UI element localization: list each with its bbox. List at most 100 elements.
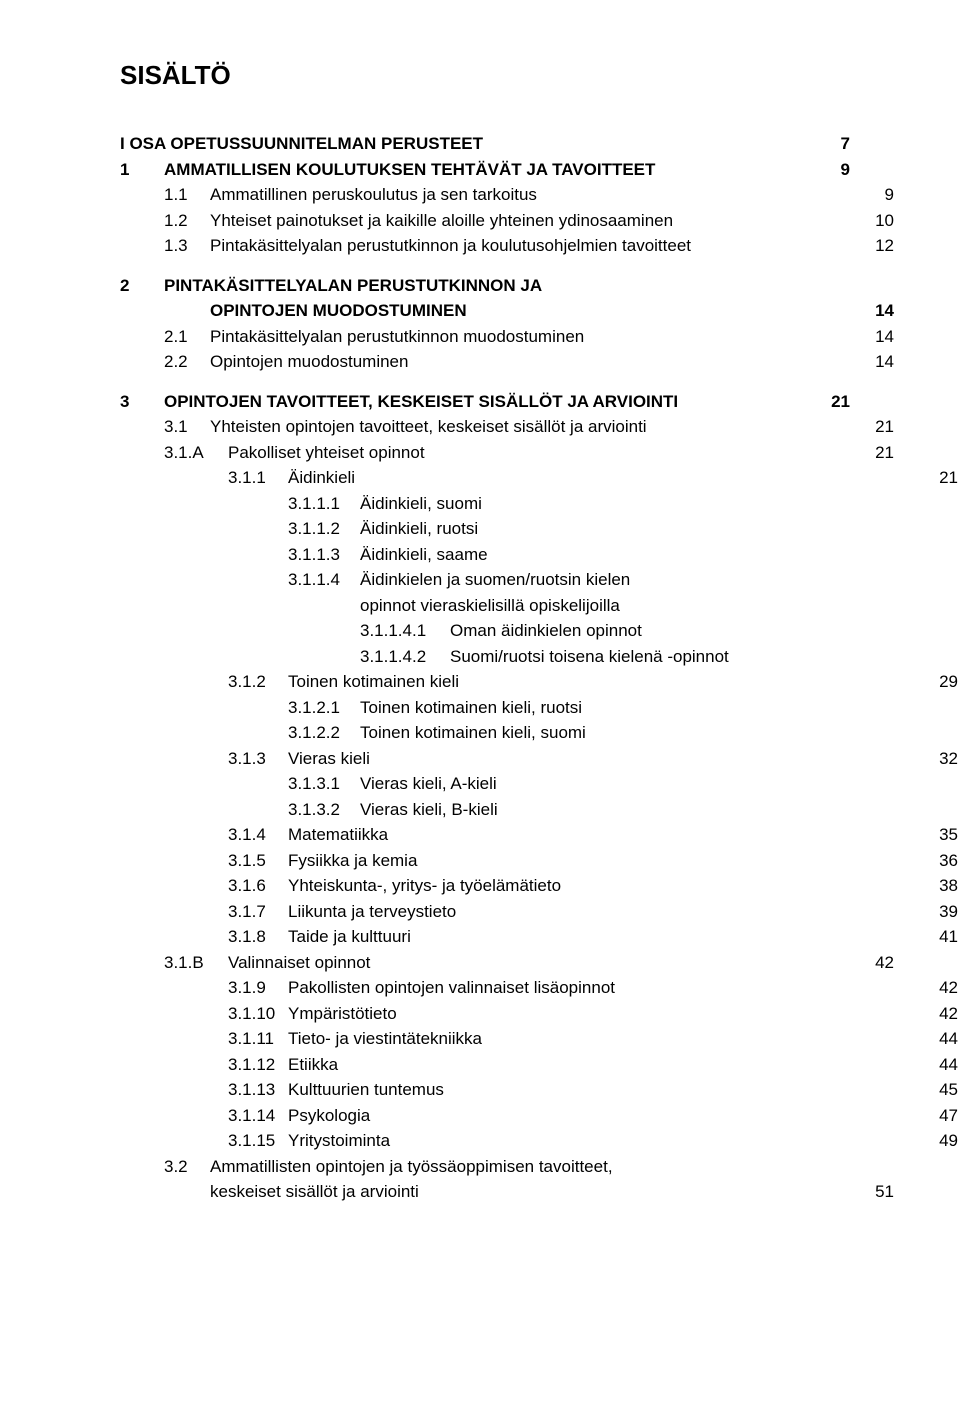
toc-row: 1AMMATILLISEN KOULUTUKSEN TEHTÄVÄT JA TA…	[120, 157, 850, 183]
toc-row: 3.1.2Toinen kotimainen kieli29	[120, 669, 958, 695]
toc-row: keskeiset sisällöt ja arviointi51	[120, 1179, 894, 1205]
toc-page-number: 10	[856, 208, 894, 234]
toc-text: PINTAKÄSITTELYALAN PERUSTUTKINNON JA	[164, 273, 812, 299]
toc-row: 3.1.7Liikunta ja terveystieto39	[120, 899, 958, 925]
toc-page-number: 45	[920, 1077, 958, 1103]
toc-row: 3.1.11Tieto- ja viestintätekniikka44	[120, 1026, 958, 1052]
toc-text: Pintakäsittelyalan perustutkinnon muodos…	[210, 324, 856, 350]
toc-page-number: 21	[812, 389, 850, 415]
toc-text: Ammatillisten opintojen ja työssäoppimis…	[210, 1154, 856, 1180]
toc-row: 1.2Yhteiset painotukset ja kaikille aloi…	[120, 208, 894, 234]
toc-number: 3.1.2.1	[288, 695, 360, 721]
toc-text: Yritystoiminta	[288, 1128, 920, 1154]
toc-page-number: 21	[856, 414, 894, 440]
toc-number: 3.1.2	[228, 669, 288, 695]
toc-row: 3.1.APakolliset yhteiset opinnot21	[120, 440, 894, 466]
toc-page-number: 35	[920, 822, 958, 848]
toc-page-number	[856, 1154, 894, 1180]
toc-text: Äidinkielen ja suomen/ruotsin kielen	[360, 567, 960, 593]
toc-row: 3.1.1.1Äidinkieli, suomi21	[120, 491, 960, 517]
toc-row: 2.1Pintakäsittelyalan perustutkinnon muo…	[120, 324, 894, 350]
toc-number: 3.2	[164, 1154, 210, 1180]
toc-page-number: 49	[920, 1128, 958, 1154]
toc-row: 3.1.BValinnaiset opinnot42	[120, 950, 894, 976]
toc-row: 3.1.1.4.2Suomi/ruotsi toisena kielenä -o…	[120, 644, 960, 670]
toc-number	[164, 298, 210, 324]
toc-page-number: 21	[920, 465, 958, 491]
toc-page-number: 42	[856, 950, 894, 976]
toc-text: AMMATILLISEN KOULUTUKSEN TEHTÄVÄT JA TAV…	[164, 157, 812, 183]
toc-page-number: 9	[856, 182, 894, 208]
toc-page-number: 21	[856, 440, 894, 466]
toc-page-number: 29	[920, 669, 958, 695]
toc-row: 3.1.8Taide ja kulttuuri41	[120, 924, 958, 950]
toc-row: 3.1.3.1Vieras kieli, A-kieli32	[120, 771, 960, 797]
toc-number: 3.1.5	[228, 848, 288, 874]
part-page: 7	[812, 131, 850, 157]
toc-number: 3.1.11	[228, 1026, 288, 1052]
toc-text: Pakollisten opintojen valinnaiset lisäop…	[288, 975, 920, 1001]
toc-number: 3.1.12	[228, 1052, 288, 1078]
toc-number: 3.1.2.2	[288, 720, 360, 746]
toc-text: Kulttuurien tuntemus	[288, 1077, 920, 1103]
toc-row: 3.1.1.3Äidinkieli, saame23	[120, 542, 960, 568]
part-row: I OSA OPETUSSUUNNITELMAN PERUSTEET 7	[120, 131, 850, 157]
toc-number: 3.1.1	[228, 465, 288, 491]
toc-row: 1.1Ammatillinen peruskoulutus ja sen tar…	[120, 182, 894, 208]
toc-text: Toinen kotimainen kieli, suomi	[360, 720, 960, 746]
toc-number: 2.1	[164, 324, 210, 350]
toc-text: Tieto- ja viestintätekniikka	[288, 1026, 920, 1052]
toc-row: 1.3Pintakäsittelyalan perustutkinnon ja …	[120, 233, 894, 259]
toc-number: 1.2	[164, 208, 210, 234]
toc-number: 3.1.8	[228, 924, 288, 950]
toc-text: opinnot vieraskielisillä opiskelijoilla	[360, 593, 960, 619]
toc-number: 3.1.4	[228, 822, 288, 848]
toc-row: 3.1.9Pakollisten opintojen valinnaiset l…	[120, 975, 958, 1001]
toc-text: Liikunta ja terveystieto	[288, 899, 920, 925]
toc-number	[164, 1179, 210, 1205]
toc-page-number: 14	[856, 324, 894, 350]
toc-text: Fysiikka ja kemia	[288, 848, 920, 874]
toc-page-number: 42	[920, 1001, 958, 1027]
toc-number: 1	[120, 157, 164, 183]
toc-text: Toinen kotimainen kieli	[288, 669, 920, 695]
toc-text: Toinen kotimainen kieli, ruotsi	[360, 695, 960, 721]
toc-number: 3.1.15	[228, 1128, 288, 1154]
toc-row: 3.1.12Etiikka44	[120, 1052, 958, 1078]
toc-text: Vieras kieli, A-kieli	[360, 771, 960, 797]
toc-body: 1AMMATILLISEN KOULUTUKSEN TEHTÄVÄT JA TA…	[120, 157, 850, 1205]
toc-number: 3.1	[164, 414, 210, 440]
toc-text: Yhteiset painotukset ja kaikille aloille…	[210, 208, 856, 234]
toc-number: 3.1.1.4	[288, 567, 360, 593]
toc-text: Ammatillinen peruskoulutus ja sen tarkoi…	[210, 182, 856, 208]
toc-row: 2.2Opintojen muodostuminen14	[120, 349, 894, 375]
toc-number: 3.1.3.2	[288, 797, 360, 823]
toc-number: 3.1.13	[228, 1077, 288, 1103]
toc-page-number: 9	[812, 157, 850, 183]
toc-number: 1.1	[164, 182, 210, 208]
toc-row: 3.1.13Kulttuurien tuntemus45	[120, 1077, 958, 1103]
toc-number: 3.1.10	[228, 1001, 288, 1027]
toc-number: 2.2	[164, 349, 210, 375]
toc-row: 3.1.3.2Vieras kieli, B-kieli34	[120, 797, 960, 823]
toc-number: 3.1.6	[228, 873, 288, 899]
toc-text: Äidinkieli, saame	[360, 542, 960, 568]
toc-text: Valinnaiset opinnot	[228, 950, 856, 976]
toc-row: opinnot vieraskielisillä opiskelijoilla2…	[120, 593, 960, 619]
toc-number: 3.1.3	[228, 746, 288, 772]
toc-row: 3.1.10Ympäristötieto42	[120, 1001, 958, 1027]
toc-row: 3.1.6Yhteiskunta-, yritys- ja työelämäti…	[120, 873, 958, 899]
toc-text: Vieras kieli, B-kieli	[360, 797, 960, 823]
toc-text: Ympäristötieto	[288, 1001, 920, 1027]
toc-page-number: 44	[920, 1026, 958, 1052]
toc-page-number: 41	[920, 924, 958, 950]
toc-number: 3.1.A	[164, 440, 228, 466]
toc-text: Suomi/ruotsi toisena kielenä -opinnot	[450, 644, 960, 670]
toc-page-number: 36	[920, 848, 958, 874]
toc-page-number: 44	[920, 1052, 958, 1078]
toc-row: 3.1.2.2Toinen kotimainen kieli, suomi30	[120, 720, 960, 746]
toc-row: 3.1.14Psykologia47	[120, 1103, 958, 1129]
toc-row: 3.1Yhteisten opintojen tavoitteet, keske…	[120, 414, 894, 440]
toc-text: Etiikka	[288, 1052, 920, 1078]
toc-text: Matematiikka	[288, 822, 920, 848]
